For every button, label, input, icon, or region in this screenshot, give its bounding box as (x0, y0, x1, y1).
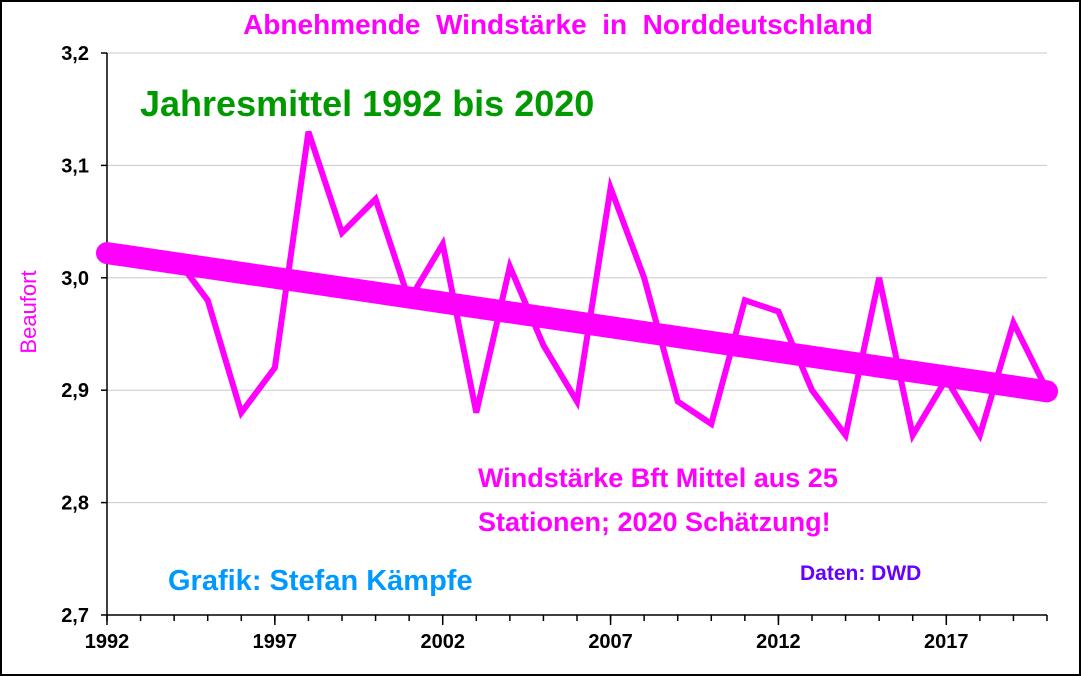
x-tick-label: 2002 (420, 631, 465, 653)
y-tick-label: 3,1 (61, 155, 89, 177)
y-axis-label: Beaufort (16, 270, 41, 353)
y-tick-label: 2,8 (61, 493, 89, 515)
x-axis-ticks: 1992 1997 2002 2007 2012 2017 (85, 615, 1048, 653)
x-tick-label: 2012 (756, 631, 801, 653)
note-line-2: Stationen; 2020 Schätzung! (478, 507, 831, 537)
trend-line (96, 242, 1058, 403)
y-tick-label: 3,2 (61, 43, 89, 65)
x-tick-label: 2007 (588, 631, 633, 653)
x-tick-label: 1997 (253, 631, 298, 653)
y-tick-label: 2,7 (61, 605, 89, 627)
note-line-1: Windstärke Bft Mittel aus 25 (478, 463, 838, 493)
source-label: Daten: DWD (800, 562, 921, 585)
y-tick-label: 3,0 (61, 268, 89, 290)
x-tick-label: 2017 (924, 631, 969, 653)
chart-subtitle: Jahresmittel 1992 bis 2020 (140, 83, 594, 124)
y-tick-label: 2,9 (61, 380, 89, 402)
series-layer (96, 130, 1058, 444)
y-axis-ticks: 2,7 2,8 2,9 3,0 3,1 3,2 (61, 43, 107, 627)
credit-label: Grafik: Stefan Kämpfe (168, 565, 473, 597)
x-tick-label: 1992 (85, 631, 130, 653)
chart-title: Abnehmende Windstärke in Norddeutschland (243, 9, 873, 40)
